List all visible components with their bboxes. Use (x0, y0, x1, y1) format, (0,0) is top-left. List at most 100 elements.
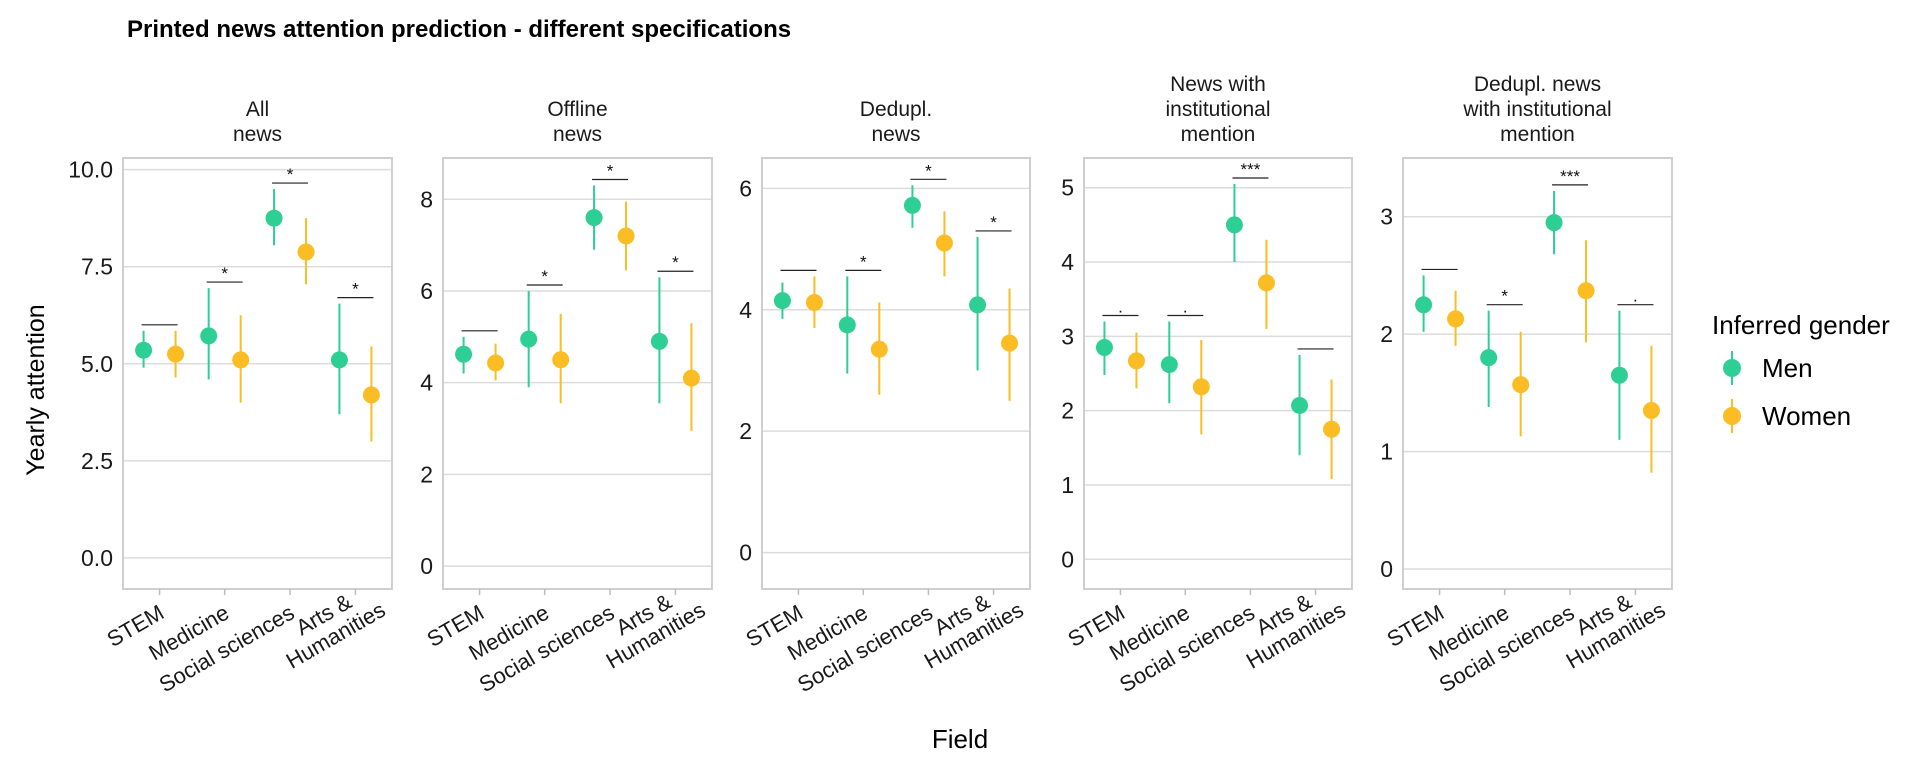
panel-2-point-women (552, 351, 570, 369)
panel-4-point-women (1323, 420, 1341, 438)
panel-1-point-men (200, 327, 218, 345)
legend-label-men: Men (1762, 353, 1813, 383)
panel-5-point-women (1447, 310, 1465, 328)
panel-1-title-line: news (233, 123, 282, 146)
panel-5-sig-label: *** (1560, 167, 1580, 186)
panel-2-sig-label: * (607, 162, 614, 181)
panel-2-point-women (682, 369, 700, 387)
panel-4-sig-label: *** (1240, 160, 1260, 179)
legend-dot-women (1723, 407, 1741, 425)
panel-1-y-tick-label: 0.0 (81, 545, 113, 571)
panel-5-y-tick-label: 2 (1380, 321, 1393, 347)
panel-4-point-men (1225, 216, 1243, 234)
legend-key-men (1723, 351, 1741, 385)
panel-3-point-women (805, 293, 823, 311)
panel-4-border (1083, 157, 1353, 590)
panel-3-border (761, 157, 1031, 590)
panel-4-sig-label: . (1118, 297, 1123, 316)
panel-2-title-line: news (553, 123, 602, 146)
panel-5-point-men (1545, 214, 1563, 232)
panel-4-title-line: News with (1170, 73, 1266, 96)
panel-3-point-women (935, 234, 953, 252)
panel-2-point-men (520, 330, 538, 348)
panel-4-y-tick-label: 0 (1061, 546, 1074, 572)
panel-4-sig-label: . (1183, 297, 1188, 316)
panel-1-y-tick-label: 7.5 (81, 254, 113, 280)
panel-1-sig-label: * (221, 264, 228, 283)
panel-3-y-tick-label: 6 (739, 175, 752, 201)
panel-2-y-tick-label: 4 (420, 370, 433, 396)
panel-1-title-line: All (246, 98, 269, 121)
panel-2-point-men (650, 332, 668, 350)
panel-1-y-tick-label: 10.0 (68, 157, 113, 183)
panel-4-y-tick-label: 3 (1061, 323, 1074, 349)
panel-1-y-tick-label: 2.5 (81, 448, 113, 474)
panel-5-point-women (1512, 376, 1530, 394)
panel-3-point-men (969, 296, 987, 314)
panel-3-point-women (1001, 334, 1019, 352)
panel-5-y-tick-label: 0 (1380, 556, 1393, 582)
panel-3-sig-label: * (860, 252, 867, 271)
panel-5-sig-label: * (1501, 287, 1508, 306)
panel-4-y-tick-label: 1 (1061, 472, 1074, 498)
panel-1-point-women (232, 351, 250, 369)
panel-3-point-women (870, 340, 888, 358)
panel-1-point-men (135, 341, 153, 359)
legend-key-women (1723, 399, 1741, 433)
panel-1-sig-label: * (352, 280, 359, 299)
panel-2-y-tick-label: 6 (420, 278, 433, 304)
panel-3-point-men (773, 292, 791, 310)
panel-3-point-men (838, 316, 856, 334)
panel-4-point-men (1160, 356, 1178, 374)
panel-1-y-tick-label: 5.0 (81, 351, 113, 377)
panel-1-point-women (297, 243, 315, 261)
x-axis-label: Field (931, 724, 989, 754)
panel-5-point-men (1480, 349, 1498, 367)
legend: Inferred gender Men Women (1712, 310, 1890, 437)
panel-1-point-men (265, 209, 283, 227)
panel-5-point-women (1642, 401, 1660, 419)
panel-3-y-tick-label: 0 (739, 540, 752, 566)
panel-1-border (122, 157, 393, 590)
panel-4-y-tick-label: 4 (1061, 249, 1074, 275)
panel-3-point-men (903, 196, 921, 214)
panel-5-point-men (1415, 296, 1433, 314)
legend-title: Inferred gender (1712, 310, 1890, 340)
panel-5-title-line: mention (1500, 123, 1575, 146)
panel-3-sig-label: * (925, 161, 932, 180)
panel-4-y-tick-label: 5 (1061, 175, 1074, 201)
panel-2-point-men (455, 345, 473, 363)
panel-3-title-line: news (871, 123, 920, 146)
panel-4-point-women (1127, 352, 1145, 370)
panel-5-title-line: with institutional (1462, 98, 1611, 121)
panel-5-sig-label: . (1633, 287, 1638, 306)
panel-2-sig-label: * (672, 253, 679, 272)
panel-4-point-women (1257, 274, 1275, 292)
panel-2-border (442, 157, 713, 590)
panel-1-point-women (362, 386, 380, 404)
panel-1-point-women (167, 345, 185, 363)
panel-3-sig-label: * (990, 213, 997, 232)
panel-4-title-line: institutional (1165, 98, 1270, 121)
panel-3-title-line: Dedupl. (860, 98, 932, 121)
panel-3-y-tick-label: 2 (739, 418, 752, 444)
panel-5-point-women (1577, 282, 1595, 300)
panel-2-y-tick-label: 0 (420, 553, 433, 579)
panel-4-title-line: mention (1181, 123, 1256, 146)
panel-2-y-tick-label: 2 (420, 461, 433, 487)
panel-5-point-men (1610, 366, 1628, 384)
panel-2-title-line: Offline (547, 98, 607, 121)
panel-2-sig-label: * (541, 267, 548, 286)
panel-2-point-men (585, 209, 603, 227)
panel-1-sig-label: * (287, 165, 294, 184)
panel-4-point-women (1192, 378, 1210, 396)
panel-2-point-women (487, 354, 505, 372)
legend-item-men: Men (1712, 347, 1890, 389)
chart-title: Printed news attention prediction - diff… (127, 16, 792, 43)
panel-5-border (1402, 157, 1673, 590)
panel-4-y-tick-label: 2 (1061, 398, 1074, 424)
panel-5-y-tick-label: 1 (1380, 439, 1393, 465)
legend-item-women: Women (1712, 395, 1890, 437)
legend-label-women: Women (1762, 401, 1852, 431)
faceted-plot-area: Allnews0.02.55.07.510.0STEMMedicine*Soci… (68, 73, 1673, 697)
